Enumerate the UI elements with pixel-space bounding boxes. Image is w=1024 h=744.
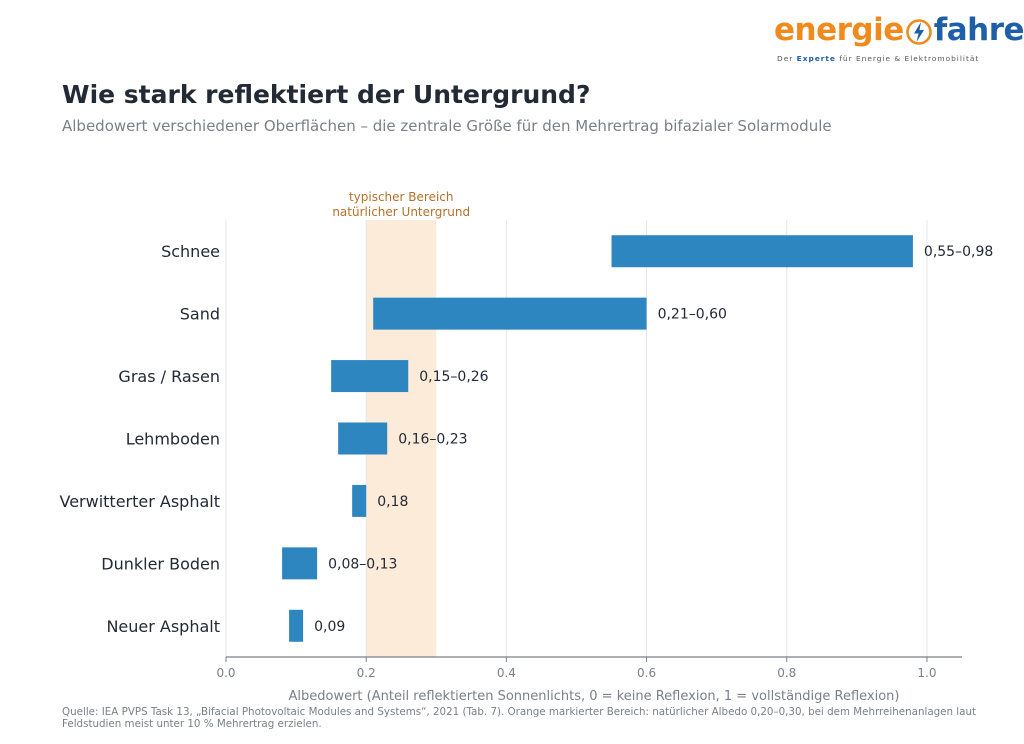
brand-logo: energie fahrer Der Experte für Energie & … [774, 12, 1024, 63]
value-label-3: 0,16–0,23 [398, 432, 467, 448]
logo-word-fahrer: fahrer [933, 12, 1024, 48]
x-tick-label-4: 0.8 [777, 666, 796, 680]
category-label-5: Dunkler Boden [101, 554, 220, 573]
logo-word-energie: energie [774, 12, 904, 48]
x-tick-label-3: 0.6 [637, 666, 656, 680]
lightning-bolt-icon [905, 18, 933, 54]
x-tick-label-0: 0.0 [216, 666, 235, 680]
logo-tagline-pre: Der [777, 54, 797, 63]
logo-wordmark: energie fahrer [774, 12, 1024, 54]
value-label-4: 0,18 [377, 494, 408, 510]
bar-3 [338, 422, 388, 455]
logo-tagline-post: für Energie & Elektromobilität [835, 54, 980, 63]
bar-6 [289, 609, 304, 642]
bar-1 [373, 297, 647, 330]
category-label-1: Sand [180, 305, 220, 324]
chart-title: Wie stark reflektiert der Untergrund? [62, 80, 591, 109]
bar-2 [331, 360, 409, 393]
bar-0 [611, 235, 913, 268]
highlight-label-line1: typischer Bereich [349, 190, 454, 204]
logo-tagline-bold: Experte [796, 54, 836, 63]
value-label-1: 0,21–0,60 [658, 307, 727, 323]
category-label-3: Lehmboden [126, 430, 220, 449]
value-label-5: 0,08–0,13 [328, 556, 397, 572]
x-tick-label-1: 0.2 [357, 666, 376, 680]
x-tick-label-2: 0.4 [497, 666, 516, 680]
chart-subtitle: Albedowert verschiedener Oberflächen – d… [62, 117, 832, 135]
value-label-6: 0,09 [314, 619, 345, 635]
category-label-0: Schnee [161, 242, 220, 261]
x-axis-label: Albedowert (Anteil reflektierten Sonnenl… [288, 689, 899, 704]
value-label-0: 0,55–0,98 [924, 244, 993, 260]
value-label-2: 0,15–0,26 [419, 369, 488, 385]
bar-5 [282, 547, 318, 580]
category-label-6: Neuer Asphalt [106, 617, 220, 636]
category-label-2: Gras / Rasen [118, 367, 220, 386]
source-note: Quelle: IEA PVPS Task 13, „Bifacial Phot… [62, 706, 977, 730]
bar-4 [352, 484, 367, 517]
logo-tagline: Der Experte für Energie & Elektromobilit… [774, 54, 994, 63]
x-tick-label-5: 1.0 [917, 666, 936, 680]
highlight-label-line2: natürlicher Untergrund [332, 205, 470, 219]
category-label-4: Verwitterter Asphalt [59, 492, 220, 511]
